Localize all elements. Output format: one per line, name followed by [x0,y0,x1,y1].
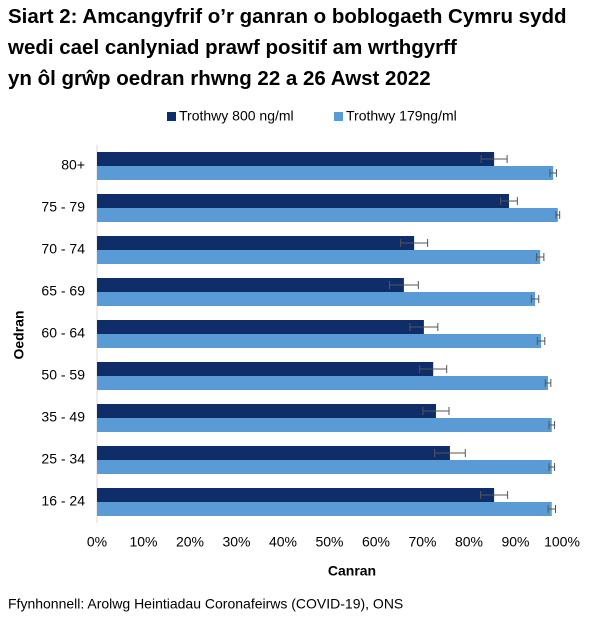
source-note: Ffynhonnell: Arolwg Heintiadau Coronafei… [8,596,403,612]
bar [97,152,495,166]
bar [97,320,424,334]
x-tick-label: 0% [87,534,107,550]
bar [97,376,549,390]
error-bar [500,197,518,205]
x-tick-label: 80% [455,534,483,550]
x-tick-label: 40% [269,534,297,550]
error-bar [400,239,429,247]
error-bar [434,449,466,457]
x-tick-label: 30% [222,534,250,550]
x-tick-label: 70% [408,534,436,550]
legend-label: Trothwy 179ng/ml [346,108,457,124]
chart-title: Siart 2: Amcangyfrif o’r ganran o boblog… [7,5,572,90]
bar [97,460,552,474]
bar [97,278,404,292]
error-bar [544,379,552,387]
legend-label: Trothwy 800 ng/ml [179,108,294,124]
error-bar [409,323,439,331]
y-tick-label: 35 - 49 [41,409,85,425]
x-tick-label: 20% [176,534,204,550]
error-bar [530,295,540,303]
y-tick-label: 70 - 74 [41,241,85,257]
bar [97,502,552,516]
error-bar [388,281,419,289]
y-tick-label: 80+ [61,157,85,173]
bar [97,488,495,502]
y-tick-label: 65 - 69 [41,283,85,299]
bar [97,446,450,460]
bar [97,418,552,432]
legend-swatch [167,112,176,121]
y-tick-label: 50 - 59 [41,367,85,383]
x-tick-label: 60% [362,534,390,550]
y-axis-label: Oedran [11,310,27,359]
error-bar [535,253,545,261]
y-tick-label: 25 - 34 [41,451,85,467]
y-tick-label: 75 - 79 [41,199,85,215]
x-tick-label: 50% [315,534,343,550]
legend-swatch [334,112,343,121]
bar [97,292,536,306]
error-bar [536,337,546,345]
y-tick-label: 16 - 24 [41,493,85,509]
bar [97,250,541,264]
error-bar [422,407,450,415]
x-tick-label: 90% [501,534,529,550]
x-tick-label: 10% [129,534,157,550]
error-bar [547,505,556,513]
bar [97,362,434,376]
error-bar [548,463,556,471]
error-bar [419,365,448,373]
bar [97,208,558,222]
bar [97,334,542,348]
error-bar [549,169,557,177]
error-bar [548,421,556,429]
x-tick-label: 100% [544,534,580,550]
bar [97,166,554,180]
x-axis-label: Canran [328,563,376,579]
bar [97,404,436,418]
error-bar [480,155,508,163]
y-tick-label: 60 - 64 [41,325,85,341]
bar [97,194,509,208]
error-bar [555,211,561,219]
bar [97,236,415,250]
error-bar [480,491,509,499]
